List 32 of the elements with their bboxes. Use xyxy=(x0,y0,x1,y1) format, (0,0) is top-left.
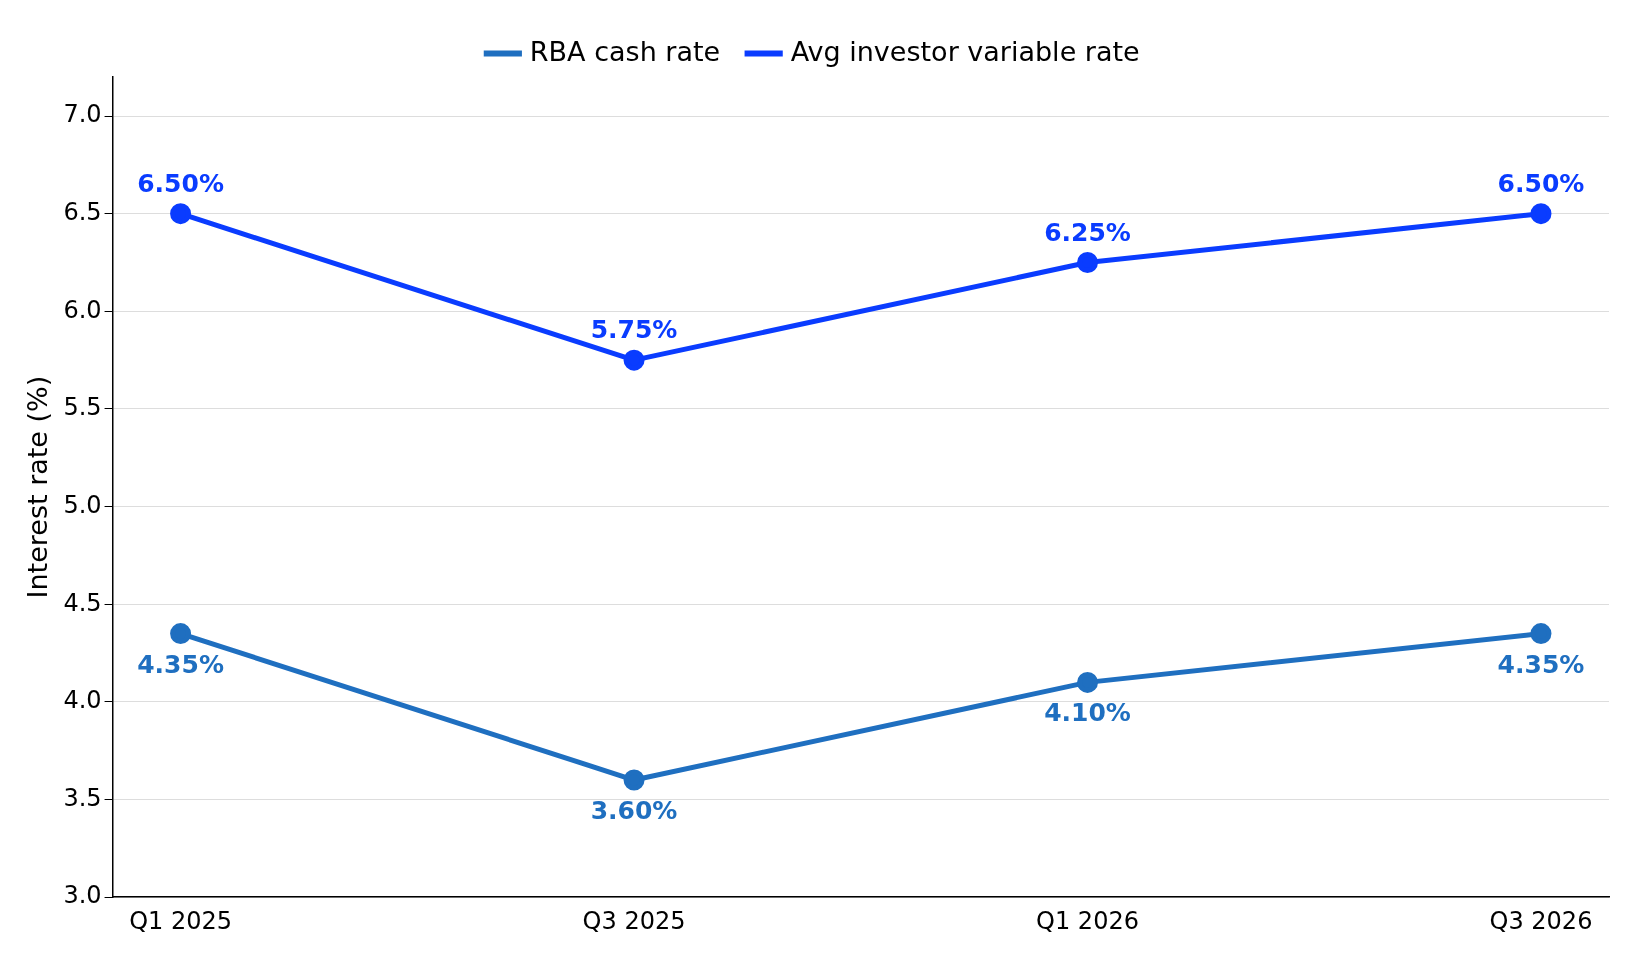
point xyxy=(623,769,645,791)
data-label: 4.35% xyxy=(1497,649,1585,679)
y-tick-label: 7.0 xyxy=(63,100,102,129)
x-tick-label: Q3 2026 xyxy=(1489,906,1593,935)
data-label: 4.35% xyxy=(137,649,224,679)
point xyxy=(170,623,192,645)
point xyxy=(1530,203,1552,225)
data-label: 3.60% xyxy=(590,796,678,826)
x-tick-label: Q1 2026 xyxy=(1036,906,1139,935)
y-tick-label: 4.5 xyxy=(63,588,102,617)
y-tick-label: 5.0 xyxy=(63,490,102,519)
legend-label: RBA cash rate xyxy=(529,35,721,67)
data-label: 6.25% xyxy=(1044,217,1131,247)
legend-label: Avg investor variable rate xyxy=(790,35,1140,67)
data-label: 6.50% xyxy=(137,168,224,198)
y-axis-title: Interest rate (%) xyxy=(22,375,54,599)
point xyxy=(623,349,645,371)
x-tick-label: Q3 2025 xyxy=(582,906,686,935)
point xyxy=(1530,623,1552,645)
x-tick-label: Q1 2025 xyxy=(129,906,233,935)
point xyxy=(1077,671,1099,693)
y-tick-label: 4.0 xyxy=(63,686,102,715)
y-tick-label: 5.5 xyxy=(63,393,102,422)
point xyxy=(1077,252,1099,274)
y-tick-label: 6.5 xyxy=(63,197,102,226)
data-label: 5.75% xyxy=(590,315,678,345)
y-tick-label: 3.0 xyxy=(63,881,102,910)
point xyxy=(170,203,192,225)
data-label: 4.10% xyxy=(1044,698,1131,728)
y-tick-label: 3.5 xyxy=(63,783,102,812)
y-tick-label: 6.0 xyxy=(63,295,102,324)
data-label: 6.50% xyxy=(1497,168,1585,198)
